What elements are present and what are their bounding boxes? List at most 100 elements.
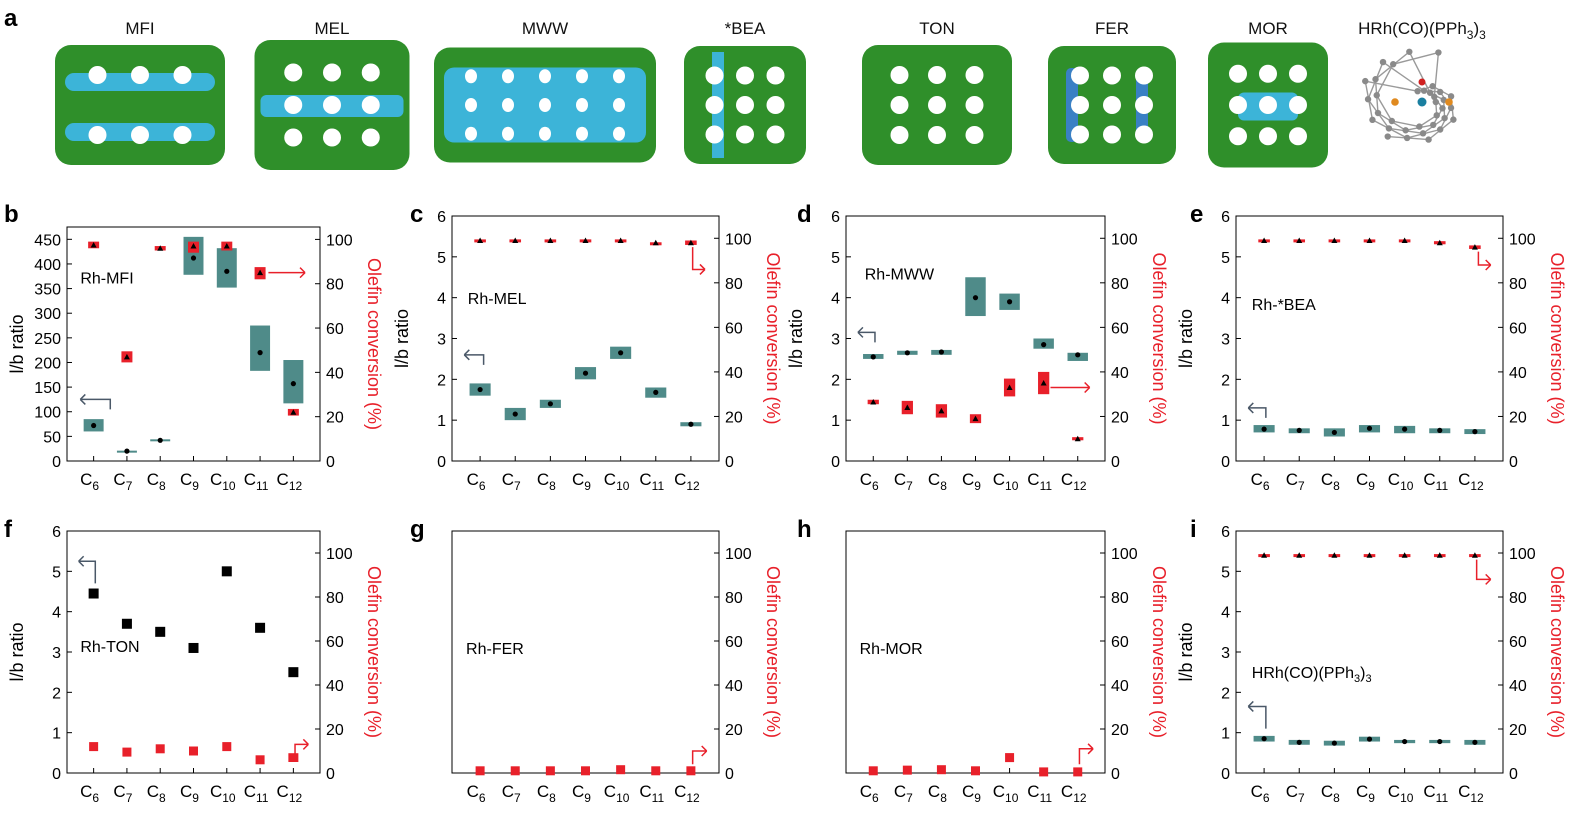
left-tick-label: 4 (1221, 291, 1230, 308)
lb-mean-point (1437, 738, 1443, 745)
right-tick-label: 0 (1509, 766, 1518, 783)
lb-mean-point (904, 350, 910, 356)
right-tick-label: 20 (326, 722, 344, 739)
x-tick-label: C8 (1321, 782, 1340, 805)
x-tick-label: C12 (674, 782, 700, 805)
right-tick-label: 80 (725, 276, 743, 293)
conv-point (1073, 767, 1083, 777)
panel-label-d: d (797, 201, 812, 228)
x-tick-label: C7 (502, 782, 521, 805)
x-tick-label: C8 (147, 470, 166, 493)
conv-point (1039, 767, 1049, 777)
x-tick-label: C9 (180, 782, 199, 805)
y-axis-label: l/b ratio (392, 309, 412, 368)
lb-mean-point (512, 411, 518, 417)
left-tick-label: 0 (831, 454, 840, 471)
molecule-model (1362, 48, 1457, 143)
y-axis-label: l/b ratio (786, 309, 806, 368)
left-tick-label: 5 (437, 250, 446, 267)
left-tick-label: 0 (52, 454, 61, 471)
lb-point (188, 642, 199, 653)
x-tick-label: C9 (180, 470, 199, 493)
right-axis-arrow (691, 247, 705, 271)
panel-label-f: f (4, 516, 13, 543)
conv-point (902, 765, 912, 775)
conv-mean-point (1366, 552, 1373, 558)
right-tick-label: 60 (1111, 634, 1129, 651)
conv-mean-point (477, 237, 484, 243)
framework-model-fer (1048, 46, 1176, 164)
x-tick-label: C6 (860, 782, 879, 805)
conv-mean-point (1366, 237, 1373, 243)
lb-mean-point (190, 255, 197, 261)
conv-mean-point (90, 241, 97, 248)
left-tick-label: 1 (52, 726, 61, 743)
lb-mean-point (547, 401, 553, 407)
right-tick-label: 0 (1111, 454, 1120, 471)
right-tick-label: 40 (326, 678, 344, 695)
x-tick-label: C6 (860, 470, 879, 493)
left-tick-label: 5 (831, 250, 840, 267)
right-tick-label: 60 (326, 634, 344, 651)
right-tick-label: 60 (1509, 634, 1527, 651)
framework-label-7: MOR (1248, 19, 1288, 38)
right-tick-label: 20 (1111, 409, 1129, 426)
conv-mean-point (290, 409, 297, 415)
x-tick-label: C11 (244, 782, 269, 805)
y2-axis-label: Olefin conversion (%) (364, 258, 384, 430)
right-tick-label: 80 (326, 277, 344, 294)
y-axis-label: l/b ratio (1176, 309, 1196, 368)
left-tick-label: 3 (52, 645, 61, 662)
right-tick-label: 100 (725, 231, 752, 248)
conv-mean-point (870, 398, 877, 405)
right-tick-label: 40 (1509, 365, 1527, 382)
right-tick-label: 100 (1111, 546, 1138, 563)
x-tick-label: C6 (467, 782, 486, 805)
conv-point (89, 742, 99, 752)
x-tick-label: C10 (210, 782, 236, 805)
right-tick-label: 80 (1509, 590, 1527, 607)
right-axis-arrow (1477, 251, 1491, 266)
lb-mean-point (972, 295, 979, 301)
y2-axis-label: Olefin conversion (%) (763, 252, 783, 424)
conv-mean-point (123, 353, 130, 360)
left-axis-arrow (78, 560, 97, 584)
right-tick-label: 100 (1509, 231, 1536, 248)
lb-point (121, 618, 132, 629)
conv-mean-point (582, 237, 589, 243)
x-tick-label: C10 (210, 470, 236, 493)
framework-label-3: MWW (522, 19, 568, 38)
lb-point (255, 622, 266, 633)
panel-label-g: g (410, 516, 425, 543)
conv-mean-point (1436, 239, 1443, 246)
x-tick-label: C7 (894, 470, 913, 493)
right-tick-label: 100 (725, 546, 752, 563)
conv-mean-point (1040, 380, 1047, 386)
left-axis-arrow (857, 331, 876, 343)
x-tick-label: C9 (962, 470, 981, 493)
x-tick-label: C9 (572, 470, 591, 493)
left-tick-label: 250 (34, 331, 61, 348)
lb-mean-point (618, 350, 624, 356)
conv-mean-point (1296, 552, 1303, 558)
lb-mean-point (653, 389, 659, 395)
left-tick-label: 5 (1221, 564, 1230, 581)
conv-point (510, 766, 520, 776)
lb-point (155, 626, 166, 637)
x-tick-label: C8 (928, 470, 947, 493)
y2-axis-label: Olefin conversion (%) (364, 566, 384, 738)
lb-mean-point (290, 381, 296, 387)
lb-mean-point (1075, 352, 1081, 358)
x-tick-label: C11 (1027, 782, 1052, 805)
lb-mean-point (1006, 299, 1013, 305)
left-axis-arrow (1248, 705, 1267, 729)
conv-mean-point (687, 239, 694, 246)
conv-point (971, 766, 980, 776)
left-tick-label: 6 (831, 209, 840, 226)
panel-label-b: b (4, 201, 19, 228)
conv-point (122, 747, 132, 757)
left-tick-label: 3 (1221, 645, 1230, 662)
right-axis-arrow (294, 743, 309, 758)
